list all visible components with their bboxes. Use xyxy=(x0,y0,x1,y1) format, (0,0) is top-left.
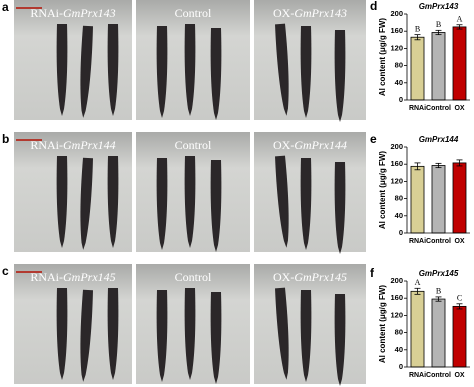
gene-name: GmPrx144 xyxy=(63,138,116,152)
image-label: Control xyxy=(175,138,212,152)
y-tick-label: 40 xyxy=(395,78,403,87)
bar xyxy=(452,26,467,101)
error-bar xyxy=(456,303,463,310)
image-label: RNAi-GmPrx145 xyxy=(30,270,115,284)
image-label: RNAi-GmPrx144 xyxy=(30,138,115,152)
bar xyxy=(431,165,446,234)
panel-label: a xyxy=(2,0,9,14)
bar xyxy=(452,162,467,234)
y-tick-label: 120 xyxy=(390,43,403,52)
y-tick-label: 200 xyxy=(390,9,403,18)
error-bar xyxy=(414,162,421,171)
label-prefix: RNAi- xyxy=(30,138,63,152)
gene-name: GmPrx145 xyxy=(294,270,347,284)
significance-letter: B xyxy=(436,20,441,29)
y-tick-label: 0 xyxy=(399,95,403,104)
panel-label: f xyxy=(370,266,375,280)
y-axis-label: Al content (μg/g FW) xyxy=(378,18,387,97)
image-label: OX-GmPrx145 xyxy=(273,270,347,284)
x-tick-label: RNAi xyxy=(409,105,426,112)
chart-title: GmPrx143 xyxy=(419,2,459,11)
x-tick-label: OX xyxy=(454,372,464,379)
chart-title: GmPrx145 xyxy=(419,269,459,278)
x-tick-label: Control xyxy=(426,238,451,245)
y-tick-label: 0 xyxy=(399,362,403,371)
label-prefix: RNAi- xyxy=(30,6,63,20)
error-bar xyxy=(414,287,421,295)
x-tick-label: RNAi xyxy=(409,372,426,379)
error-bar xyxy=(456,24,463,30)
y-tick-label: 0 xyxy=(399,228,403,237)
y-tick-label: 80 xyxy=(395,61,403,70)
image-label: RNAi-GmPrx143 xyxy=(30,6,115,20)
gene-name: GmPrx143 xyxy=(294,6,347,20)
bar xyxy=(410,36,425,101)
significance-letter: B xyxy=(415,24,420,33)
gene-name: GmPrx144 xyxy=(294,138,347,152)
x-tick-label: RNAi xyxy=(409,238,426,245)
gene-name: GmPrx143 xyxy=(63,6,116,20)
error-bar xyxy=(435,29,442,36)
label-prefix: OX- xyxy=(273,270,294,284)
y-tick-label: 80 xyxy=(395,194,403,203)
bar xyxy=(452,305,467,368)
error-bar xyxy=(414,34,421,41)
error-bar xyxy=(456,159,463,167)
error-bar xyxy=(435,162,442,169)
y-axis-label: Al content (μg/g FW) xyxy=(378,151,387,230)
panel-label: d xyxy=(370,0,377,13)
panel-label: b xyxy=(2,132,9,146)
label-prefix: OX- xyxy=(273,6,294,20)
image-label: Control xyxy=(175,6,212,20)
x-tick-label: OX xyxy=(454,238,464,245)
image-label: Control xyxy=(175,270,212,284)
y-tick-label: 40 xyxy=(395,211,403,220)
error-bar xyxy=(435,296,442,302)
bar xyxy=(431,32,446,101)
significance-letter: B xyxy=(436,287,441,296)
x-tick-label: Control xyxy=(426,105,451,112)
y-axis-label: Al content (μg/g FW) xyxy=(378,285,387,364)
bar xyxy=(410,290,425,368)
y-tick-label: 200 xyxy=(390,276,403,285)
bar xyxy=(431,298,446,368)
image-label: OX-GmPrx143 xyxy=(273,6,347,20)
panel-label: c xyxy=(2,264,9,278)
y-tick-label: 160 xyxy=(390,293,403,302)
significance-letter: A xyxy=(415,278,421,287)
x-tick-label: Control xyxy=(426,372,451,379)
y-tick-label: 80 xyxy=(395,328,403,337)
y-tick-label: 160 xyxy=(390,159,403,168)
image-label: OX-GmPrx144 xyxy=(273,138,347,152)
y-tick-label: 200 xyxy=(390,142,403,151)
label-prefix: RNAi- xyxy=(30,270,63,284)
y-tick-label: 120 xyxy=(390,176,403,185)
chart-title: GmPrx144 xyxy=(419,135,459,144)
panel-label: e xyxy=(370,132,377,146)
significance-letter: A xyxy=(457,15,463,24)
y-tick-label: 160 xyxy=(390,26,403,35)
label-prefix: OX- xyxy=(273,138,294,152)
gene-name: GmPrx145 xyxy=(63,270,116,284)
bar xyxy=(410,165,425,234)
y-tick-label: 120 xyxy=(390,310,403,319)
significance-letter: C xyxy=(457,294,462,303)
x-tick-label: OX xyxy=(454,105,464,112)
y-tick-label: 40 xyxy=(395,345,403,354)
